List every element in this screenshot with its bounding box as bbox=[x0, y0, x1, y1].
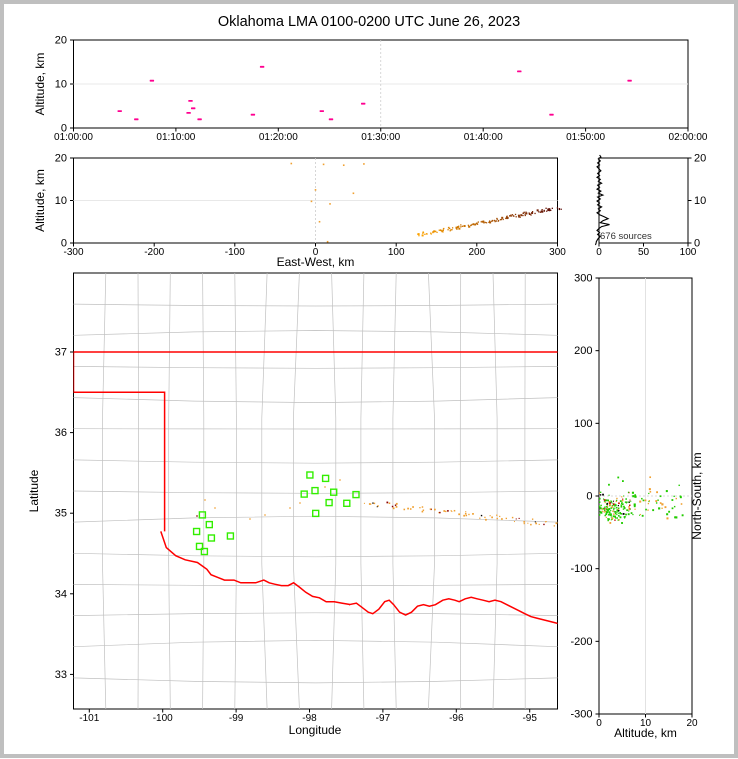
svg-text:200: 200 bbox=[468, 247, 485, 258]
svg-text:-97: -97 bbox=[376, 713, 391, 724]
svg-text:-300: -300 bbox=[570, 709, 592, 721]
svg-text:0: 0 bbox=[694, 238, 700, 250]
svg-text:-100: -100 bbox=[153, 713, 173, 724]
svg-text:North-South, km: North-South, km bbox=[690, 452, 704, 539]
svg-text:100: 100 bbox=[574, 418, 592, 430]
svg-text:20: 20 bbox=[55, 153, 67, 165]
svg-text:200: 200 bbox=[574, 345, 592, 357]
svg-text:100: 100 bbox=[388, 247, 405, 258]
svg-text:20: 20 bbox=[55, 35, 67, 47]
svg-text:Altitude, km: Altitude, km bbox=[614, 726, 677, 740]
svg-text:0: 0 bbox=[586, 491, 592, 503]
svg-text:300: 300 bbox=[549, 247, 566, 258]
svg-text:-200: -200 bbox=[144, 247, 164, 258]
svg-text:01:40:00: 01:40:00 bbox=[464, 132, 503, 143]
svg-text:20: 20 bbox=[686, 718, 698, 729]
svg-text:34: 34 bbox=[55, 588, 67, 600]
svg-text:Latitude: Latitude bbox=[27, 469, 41, 512]
svg-text:-96: -96 bbox=[449, 713, 464, 724]
svg-text:10: 10 bbox=[55, 79, 67, 91]
svg-text:-100: -100 bbox=[225, 247, 245, 258]
svg-text:-100: -100 bbox=[570, 563, 592, 575]
svg-text:-99: -99 bbox=[229, 713, 244, 724]
svg-text:300: 300 bbox=[574, 273, 592, 285]
svg-text:-101: -101 bbox=[79, 713, 99, 724]
svg-text:33: 33 bbox=[55, 669, 67, 681]
svg-text:10: 10 bbox=[694, 195, 706, 207]
svg-text:Oklahoma LMA 0100-0200 UTC Jun: Oklahoma LMA 0100-0200 UTC June 26, 2023 bbox=[218, 14, 520, 30]
svg-text:Altitude, km: Altitude, km bbox=[33, 53, 47, 116]
svg-text:01:50:00: 01:50:00 bbox=[566, 132, 605, 143]
svg-text:35: 35 bbox=[55, 508, 67, 520]
svg-text:02:00:00: 02:00:00 bbox=[669, 132, 708, 143]
svg-text:37: 37 bbox=[55, 347, 67, 359]
svg-text:Longitude: Longitude bbox=[289, 723, 342, 737]
svg-text:676 sources: 676 sources bbox=[600, 231, 652, 242]
svg-text:0: 0 bbox=[596, 718, 602, 729]
svg-text:-200: -200 bbox=[570, 636, 592, 648]
svg-text:50: 50 bbox=[638, 247, 650, 258]
svg-text:0: 0 bbox=[596, 247, 602, 258]
svg-text:East-West, km: East-West, km bbox=[277, 255, 355, 269]
svg-text:01:10:00: 01:10:00 bbox=[156, 132, 195, 143]
svg-text:Altitude, km: Altitude, km bbox=[33, 169, 47, 232]
svg-text:01:00:00: 01:00:00 bbox=[54, 132, 93, 143]
svg-text:01:30:00: 01:30:00 bbox=[361, 132, 400, 143]
svg-text:-300: -300 bbox=[63, 247, 83, 258]
svg-text:01:20:00: 01:20:00 bbox=[259, 132, 298, 143]
svg-text:10: 10 bbox=[55, 195, 67, 207]
svg-text:36: 36 bbox=[55, 427, 67, 439]
svg-text:20: 20 bbox=[694, 153, 706, 165]
svg-text:-95: -95 bbox=[522, 713, 537, 724]
